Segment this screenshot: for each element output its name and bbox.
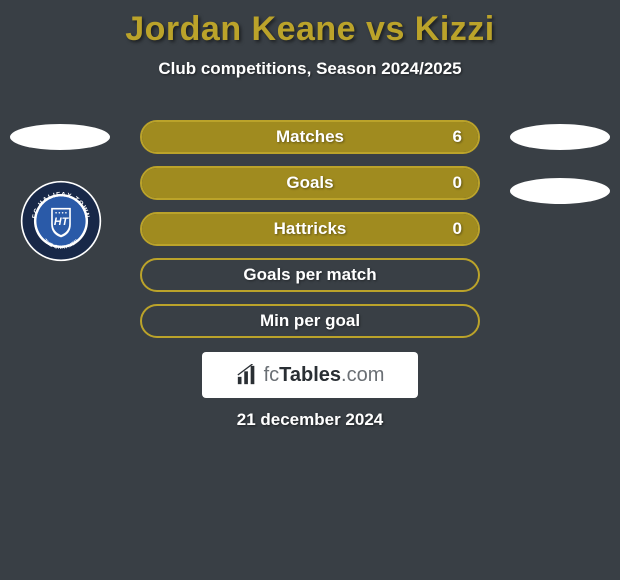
stat-bar: Hattricks 0 xyxy=(140,212,480,246)
date-label: 21 december 2024 xyxy=(0,410,620,430)
right-player-ellipse-2 xyxy=(510,178,610,204)
left-player-ellipse xyxy=(10,124,110,150)
stat-bar-value: 6 xyxy=(453,127,462,147)
stat-bar-value: 0 xyxy=(453,219,462,239)
fc-logo-suffix: .com xyxy=(341,364,384,386)
stat-bar-label: Min per goal xyxy=(260,311,360,331)
stat-bar: Matches 6 xyxy=(140,120,480,154)
subtitle: Club competitions, Season 2024/2025 xyxy=(0,59,620,79)
stat-bar-label: Hattricks xyxy=(274,219,347,239)
stat-bar: Min per goal xyxy=(140,304,480,338)
svg-text:HT: HT xyxy=(54,216,70,228)
stat-bar-value: 0 xyxy=(453,173,462,193)
stat-bar-label: Goals xyxy=(286,173,333,193)
stat-bar: Goals per match xyxy=(140,258,480,292)
fctables-logo: fcTables.com xyxy=(202,352,418,398)
stats-bars: Matches 6 Goals 0 Hattricks 0 Goals per match M… xyxy=(140,120,480,338)
stat-bar-label: Goals per match xyxy=(243,265,376,285)
stat-bar: Goals 0 xyxy=(140,166,480,200)
fc-logo-prefix: fc xyxy=(264,364,280,386)
stat-bar-label: Matches xyxy=(276,127,344,147)
right-player-ellipse-1 xyxy=(510,124,610,150)
page-title: Jordan Keane vs Kizzi xyxy=(0,0,620,49)
fc-logo-main: Tables xyxy=(279,364,341,386)
club-badge-icon: FC HALIFAX TOWN THE SHAYMEN HT xyxy=(20,180,102,262)
bar-chart-icon xyxy=(236,364,258,386)
